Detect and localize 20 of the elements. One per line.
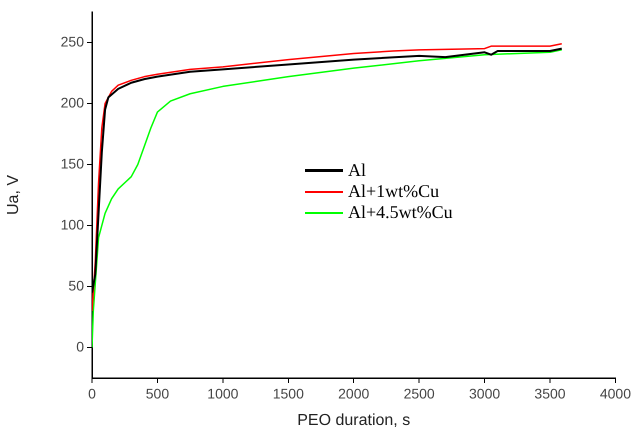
- x-tick-label: 2000: [338, 385, 370, 402]
- y-tick-label: 200: [60, 94, 84, 110]
- y-tick-label: 250: [60, 33, 84, 50]
- y-tick-label: 100: [60, 216, 84, 232]
- legend-label: Al+4.5wt%Cu: [348, 202, 453, 223]
- x-tick-label: 4000: [600, 385, 632, 402]
- x-axis-title: PEO duration, s: [297, 412, 410, 429]
- legend-label: Al+1wt%Cu: [348, 181, 440, 202]
- x-tick-label: 500: [146, 385, 170, 402]
- legend-label: Al: [348, 160, 366, 181]
- y-tick-label: 0: [76, 338, 84, 354]
- x-tick-label: 1000: [207, 385, 239, 402]
- y-axis-title: Ua, V: [5, 174, 22, 216]
- x-tick-label: 1500: [272, 385, 304, 402]
- x-tick-label: 3000: [468, 385, 500, 402]
- y-tick-label: 50: [68, 277, 84, 294]
- x-tick-label: 0: [88, 385, 96, 402]
- x-tick-label: 3500: [534, 385, 566, 402]
- x-tick-label: 2500: [404, 385, 435, 402]
- y-tick-label: 150: [60, 155, 84, 172]
